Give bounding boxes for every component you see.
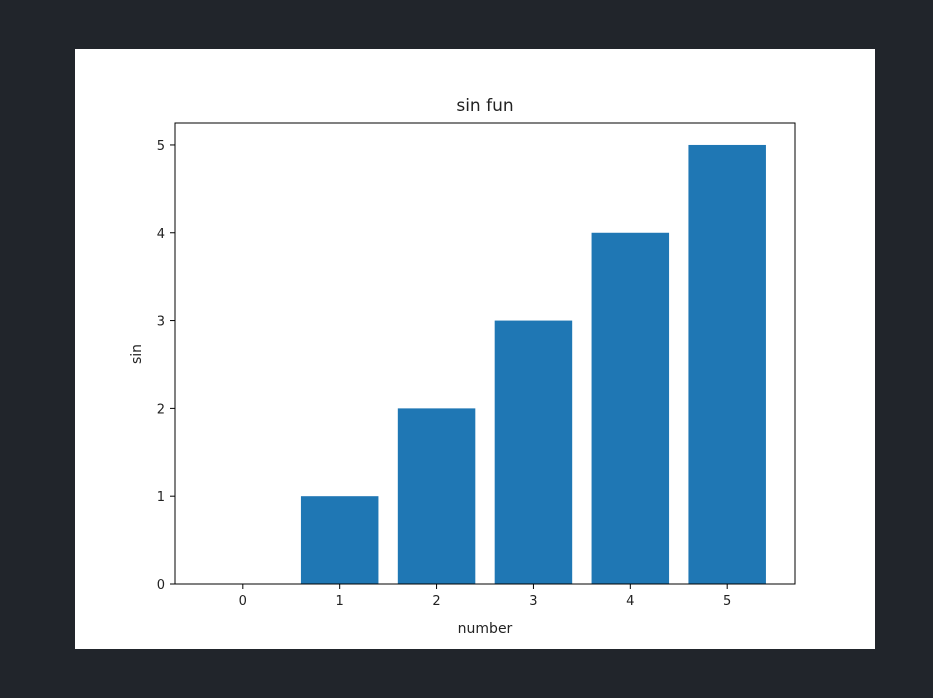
x-tick-label: 1 <box>336 594 344 609</box>
y-tick-label: 3 <box>157 315 165 330</box>
plot-frame <box>174 122 796 585</box>
bar-1 <box>300 496 379 584</box>
y-tick-label: 2 <box>157 402 165 417</box>
x-axis-label: number <box>458 621 513 637</box>
y-tick-label: 1 <box>157 490 165 505</box>
y-ticks-group: 0 1 2 3 4 5 <box>157 139 175 593</box>
y-tick-label: 4 <box>157 227 165 242</box>
x-tick-label: 4 <box>626 594 634 609</box>
x-ticks-group: 0 1 2 3 4 5 <box>239 584 731 609</box>
bar-5 <box>688 144 766 584</box>
bar-4 <box>591 232 670 584</box>
chart-title: sin fun <box>456 96 513 116</box>
x-tick-label: 5 <box>723 594 731 609</box>
x-tick-label: 0 <box>239 594 247 609</box>
y-tick-label: 0 <box>157 578 165 593</box>
bars-group <box>300 144 766 584</box>
figure: sin fun 0 1 2 3 4 5 0 1 2 3 4 5 number sin <box>75 49 875 649</box>
x-tick-label: 3 <box>529 594 537 609</box>
y-tick-label: 5 <box>157 139 165 154</box>
bar-3 <box>494 320 573 584</box>
bar-2 <box>397 408 476 584</box>
x-tick-label: 2 <box>432 594 440 609</box>
bar-chart: sin fun 0 1 2 3 4 5 0 1 2 3 4 5 number sin <box>129 96 796 637</box>
y-axis-label: sin <box>129 344 145 364</box>
